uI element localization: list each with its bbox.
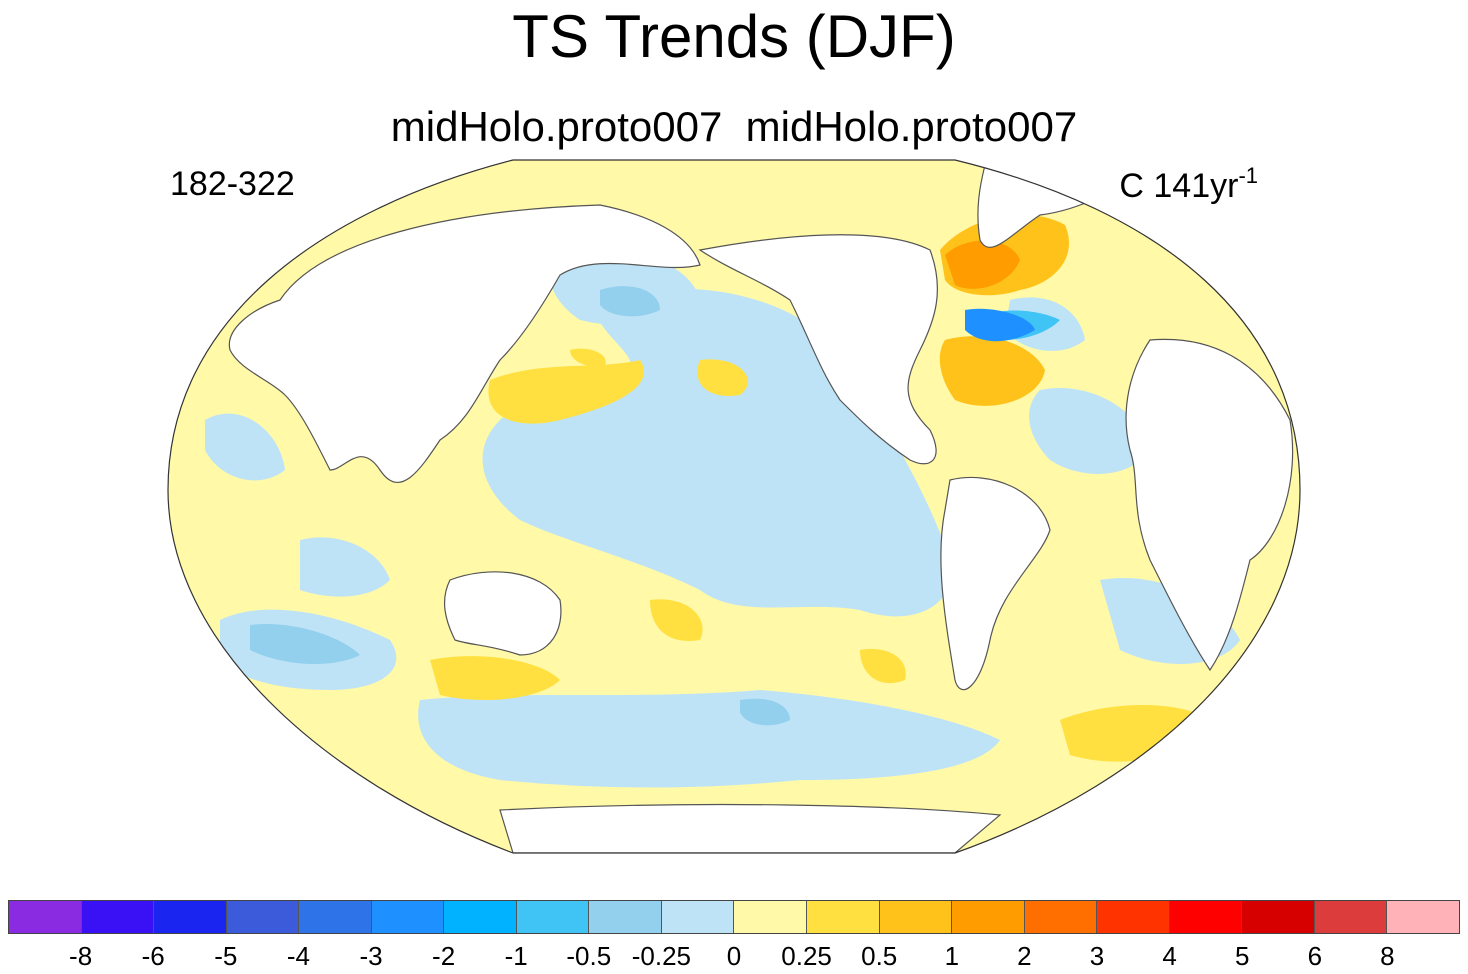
north-atlantic-anomaly [939, 214, 1069, 406]
colorbar-swatch [371, 901, 445, 933]
plot-subtitle: midHolo.proto007 midHolo.proto007 [390, 103, 1078, 150]
colorbar-tick-label: -2 [432, 941, 456, 971]
colorbar-swatch [444, 901, 517, 933]
south-america [940, 476, 1051, 691]
plot-title: TS Trends (DJF) [512, 3, 956, 70]
colorbar-tick-label: 3 [1089, 941, 1105, 971]
colorbar-swatch [1024, 901, 1098, 933]
colorbar-swatch [879, 901, 953, 933]
colorbar-tick-label: -5 [214, 941, 238, 971]
colorbar-tick-label: -0.5 [566, 941, 612, 971]
colorbar-tick-label: -1 [504, 941, 528, 971]
colorbar-swatch [154, 901, 227, 933]
colorbar-swatch [1097, 901, 1170, 933]
year-range-label: 182-322 [170, 165, 295, 203]
colorbar-swatch [81, 901, 155, 933]
eurasia [228, 204, 701, 483]
colorbar-tick-label: 6 [1307, 941, 1323, 971]
colorbar-tick-label: 5 [1234, 941, 1250, 971]
colorbar-swatch [516, 901, 590, 933]
colorbar-swatch [1242, 901, 1315, 933]
colorbar-swatch [734, 901, 808, 933]
colorbar-swatch [299, 901, 372, 933]
colorbar-tick-label: 0.25 [781, 941, 832, 971]
colorbar-tick-label: -3 [359, 941, 383, 971]
continents [228, 160, 1294, 853]
colorbar-tick-label: -4 [286, 941, 310, 971]
warming-regions [430, 348, 1210, 762]
colorbar-tick-label: 8 [1380, 941, 1395, 971]
colorbar-tick-label: 4 [1162, 941, 1177, 971]
globe-outline [167, 159, 1301, 854]
colorbar-tick-label: 1 [944, 941, 960, 971]
units-exponent: -1 [1238, 163, 1258, 188]
units-label: C 141yr-1 [1119, 155, 1258, 207]
antarctica-strip [499, 803, 1002, 853]
units-text: C 141yr [1119, 167, 1239, 205]
colorbar-ticks: -8 -6 -5 -4 -3 -2 -1 -0.5 -0.25 0 0.25 0.5 1 2 3 4 5 6 8 [8, 940, 1460, 974]
colorbar-swatch [1169, 901, 1243, 933]
colorbar-swatch [952, 901, 1025, 933]
colorbar [8, 900, 1460, 934]
colorbar-swatch [1387, 901, 1459, 933]
colorbar-swatch [1314, 901, 1388, 933]
colorbar-swatch [807, 901, 880, 933]
north-america [698, 234, 939, 465]
australia [444, 571, 562, 656]
colorbar-tick-label: 0 [726, 941, 742, 971]
colorbar-swatch [226, 901, 300, 933]
colorbar-swatch [589, 901, 662, 933]
colorbar-swatch [661, 901, 735, 933]
colorbar-tick-label: 2 [1017, 941, 1032, 971]
colorbar-swatch [9, 901, 82, 933]
colorbar-tick-label: -0.25 [631, 941, 692, 971]
colorbar-tick-label: -6 [141, 941, 165, 971]
colorbar-tick-label: -8 [69, 941, 93, 971]
africa [1125, 338, 1294, 672]
colorbar-tick-label: 0.5 [861, 941, 898, 971]
